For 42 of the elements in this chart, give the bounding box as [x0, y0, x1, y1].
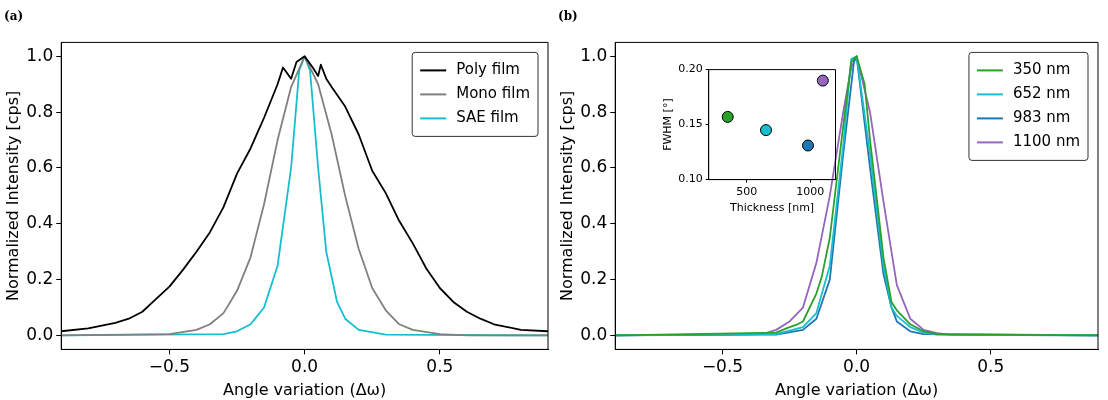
y-tick-label: 0.4	[580, 212, 608, 233]
x-tick-label: 0.5	[426, 356, 454, 377]
x-tick-label: 0.0	[843, 356, 871, 377]
y-tick-label: 0.8	[580, 100, 608, 121]
y-axis-title: Normalized Intensity [cps]	[2, 90, 22, 302]
y-tick-label: 0.2	[26, 268, 54, 289]
y-axis-title: FWHM [°]	[661, 98, 675, 151]
y-tick-label: 0.20	[678, 62, 703, 76]
x-tick-label: 1000	[796, 185, 825, 199]
y-tick-label: 0.4	[26, 212, 54, 233]
legend-label: SAE film	[456, 108, 519, 127]
y-tick-label: 0.10	[678, 172, 703, 186]
y-tick-label: 0.8	[26, 100, 54, 121]
x-tick-label: −0.5	[701, 356, 744, 377]
legend-label: Mono film	[456, 84, 531, 103]
x-tick-label: −0.5	[148, 356, 191, 377]
legend-label: Poly film	[456, 60, 520, 79]
y-axis-title: Normalized Intensity [cps]	[556, 90, 576, 302]
chart-title: (b)	[558, 9, 578, 24]
legend-label: 983 nm	[1012, 108, 1071, 127]
point	[801, 139, 814, 152]
legend-label: 1100 nm	[1012, 132, 1080, 151]
legend-label: 652 nm	[1012, 84, 1071, 103]
x-tick-label: 0.0	[291, 356, 319, 377]
point	[760, 124, 773, 137]
x-axis-title: Angle variation (Δω)	[774, 379, 939, 399]
x-axis-title: Angle variation (Δω)	[222, 379, 387, 399]
legend-label: 350 nm	[1012, 60, 1071, 79]
point	[816, 74, 829, 87]
x-tick-label: 500	[736, 185, 758, 199]
y-tick-label: 1.0	[26, 44, 54, 65]
x-tick-label: 0.5	[977, 356, 1005, 377]
y-tick-label: 0.0	[580, 323, 608, 344]
y-tick-label: 0.6	[26, 156, 54, 177]
y-tick-label: 0.15	[678, 117, 703, 131]
y-tick-label: 1.0	[580, 44, 608, 65]
y-tick-label: 0.2	[580, 268, 608, 289]
y-tick-label: 0.0	[26, 323, 54, 344]
x-axis-title: Thickness [nm]	[729, 201, 815, 215]
point	[721, 110, 734, 123]
chart-title: (a)	[4, 9, 24, 24]
y-tick-label: 0.6	[580, 156, 608, 177]
